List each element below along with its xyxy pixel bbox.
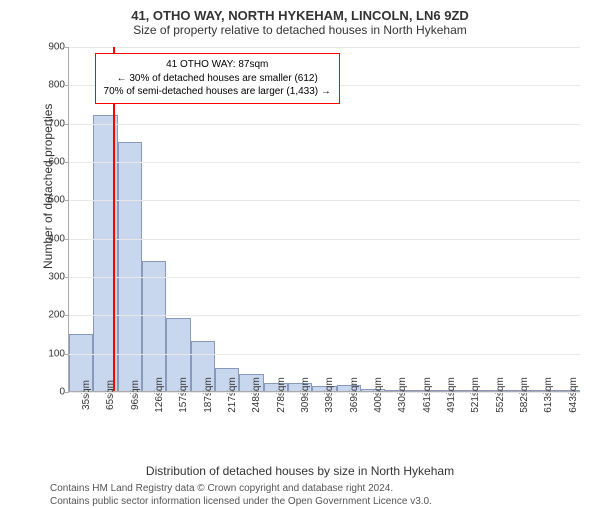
y-tick-mark <box>65 277 69 278</box>
histogram-bar <box>142 261 166 391</box>
x-tick-label: 491sqm <box>446 377 457 413</box>
x-tick: 613sqm <box>531 391 555 449</box>
y-tick-label: 700 <box>41 118 65 129</box>
y-tick-label: 200 <box>41 310 65 321</box>
y-tick-mark <box>65 354 69 355</box>
x-tick: 126sqm <box>142 391 166 449</box>
x-tick-label: 643sqm <box>568 377 579 413</box>
grid-line <box>69 392 580 393</box>
footer-line-1: Contains HM Land Registry data © Crown c… <box>50 482 590 495</box>
x-tick-label: 278sqm <box>276 377 287 413</box>
x-tick-label: 96sqm <box>130 380 141 410</box>
y-tick-mark <box>65 85 69 86</box>
annotation-line3: 70% of semi-detached houses are larger (… <box>104 85 331 99</box>
x-tick: 309sqm <box>288 391 312 449</box>
x-tick-label: 339sqm <box>324 377 335 413</box>
xtick-area: 35sqm65sqm96sqm126sqm157sqm187sqm217sqm2… <box>69 391 580 449</box>
x-tick: 35sqm <box>69 391 93 449</box>
chart-subtitle: Size of property relative to detached ho… <box>10 23 590 37</box>
y-tick-label: 400 <box>41 233 65 244</box>
grid-line <box>69 354 580 355</box>
x-tick-label: 369sqm <box>349 377 360 413</box>
x-tick: 278sqm <box>264 391 288 449</box>
y-tick-label: 800 <box>41 80 65 91</box>
x-tick: 339sqm <box>312 391 336 449</box>
footer-line-2: Contains public sector information licen… <box>50 495 590 508</box>
annotation-line2: ← 30% of detached houses are smaller (61… <box>104 72 331 86</box>
x-tick-label: 187sqm <box>203 377 214 413</box>
x-tick: 217sqm <box>215 391 239 449</box>
x-tick: 552sqm <box>483 391 507 449</box>
y-tick-mark <box>65 162 69 163</box>
x-tick-label: 430sqm <box>397 377 408 413</box>
x-tick-label: 552sqm <box>495 377 506 413</box>
histogram-chart: 41, OTHO WAY, NORTH HYKEHAM, LINCOLN, LN… <box>0 0 600 500</box>
y-tick-label: 900 <box>41 42 65 53</box>
plot-wrap: Number of detached properties 35sqm65sqm… <box>46 39 580 409</box>
chart-title: 41, OTHO WAY, NORTH HYKEHAM, LINCOLN, LN… <box>10 8 590 23</box>
y-tick-mark <box>65 47 69 48</box>
x-tick-label: 309sqm <box>300 377 311 413</box>
x-tick-label: 217sqm <box>227 377 238 413</box>
x-tick: 430sqm <box>385 391 409 449</box>
y-tick-label: 100 <box>41 348 65 359</box>
grid-line <box>69 162 580 163</box>
y-tick-mark <box>65 239 69 240</box>
x-tick-label: 613sqm <box>543 377 554 413</box>
x-tick: 65sqm <box>93 391 117 449</box>
x-tick-label: 157sqm <box>178 377 189 413</box>
y-tick-label: 600 <box>41 157 65 168</box>
x-tick-label: 35sqm <box>81 380 92 410</box>
grid-line <box>69 277 580 278</box>
y-tick-mark <box>65 315 69 316</box>
x-tick-label: 126sqm <box>154 377 165 413</box>
x-tick-label: 248sqm <box>251 377 262 413</box>
x-tick: 521sqm <box>458 391 482 449</box>
x-tick: 461sqm <box>410 391 434 449</box>
x-tick: 157sqm <box>166 391 190 449</box>
x-tick: 491sqm <box>434 391 458 449</box>
y-tick-label: 500 <box>41 195 65 206</box>
grid-line <box>69 315 580 316</box>
y-tick-label: 0 <box>41 387 65 398</box>
grid-line <box>69 239 580 240</box>
x-tick-label: 461sqm <box>422 377 433 413</box>
x-tick: 643sqm <box>556 391 580 449</box>
annotation-box: 41 OTHO WAY: 87sqm← 30% of detached hous… <box>95 53 340 104</box>
plot-area: 35sqm65sqm96sqm126sqm157sqm187sqm217sqm2… <box>68 47 580 392</box>
grid-line <box>69 200 580 201</box>
x-tick: 369sqm <box>337 391 361 449</box>
x-tick-label: 521sqm <box>470 377 481 413</box>
x-tick: 96sqm <box>118 391 142 449</box>
x-tick: 400sqm <box>361 391 385 449</box>
chart-footer: Contains HM Land Registry data © Crown c… <box>50 482 590 508</box>
y-tick-mark <box>65 200 69 201</box>
x-tick: 582sqm <box>507 391 531 449</box>
x-tick-label: 400sqm <box>373 377 384 413</box>
y-tick-label: 300 <box>41 272 65 283</box>
x-tick: 187sqm <box>191 391 215 449</box>
grid-line <box>69 124 580 125</box>
x-tick: 248sqm <box>239 391 263 449</box>
annotation-line1: 41 OTHO WAY: 87sqm <box>104 58 331 72</box>
y-tick-mark <box>65 124 69 125</box>
grid-line <box>69 47 580 48</box>
x-tick-label: 582sqm <box>519 377 530 413</box>
x-axis-label: Distribution of detached houses by size … <box>10 464 590 478</box>
y-tick-mark <box>65 392 69 393</box>
